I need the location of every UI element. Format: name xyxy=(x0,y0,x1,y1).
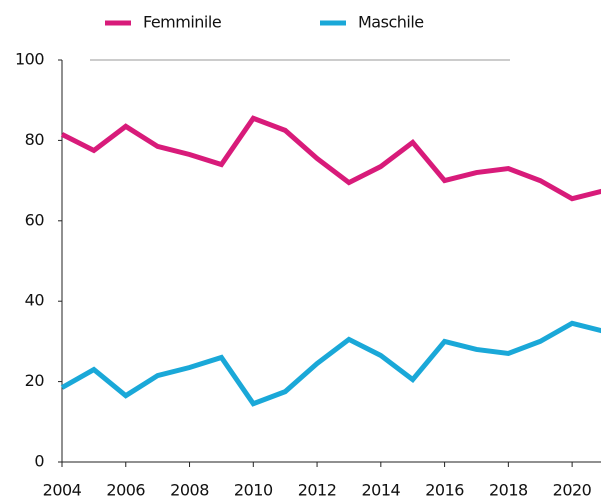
x-tick-label: 2020 xyxy=(553,481,592,500)
y-tick-label: 80 xyxy=(25,130,45,149)
y-tick-label: 100 xyxy=(15,50,44,69)
x-tick-label: 2012 xyxy=(298,481,337,500)
x-tick-label: 2004 xyxy=(43,481,82,500)
legend-label: Maschile xyxy=(358,13,424,32)
series-line xyxy=(60,320,601,407)
x-tick-label: 2014 xyxy=(361,481,400,500)
y-tick-label: 20 xyxy=(25,371,45,390)
y-tick-label: 60 xyxy=(25,210,45,229)
series-line xyxy=(60,115,601,202)
y-tick-label: 0 xyxy=(34,452,44,471)
x-tick-label: 2008 xyxy=(170,481,209,500)
x-tick-label: 2016 xyxy=(425,481,464,500)
x-tick-label: 2010 xyxy=(234,481,273,500)
legend-label: Femminile xyxy=(143,13,221,32)
y-tick-label: 40 xyxy=(25,291,45,310)
x-tick-label: 2006 xyxy=(106,481,145,500)
x-tick-label: 2018 xyxy=(489,481,528,500)
